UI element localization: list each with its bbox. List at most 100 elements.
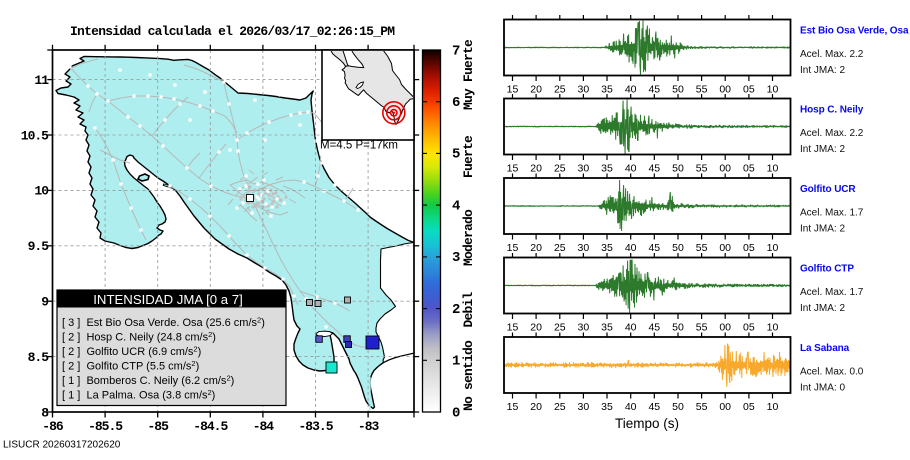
svg-text:1: 1 [452,354,460,370]
svg-text:05: 05 [743,401,755,413]
svg-text:05: 05 [743,84,755,96]
svg-text:Est Bio Osa Verde, Osa: Est Bio Osa Verde, Osa [800,26,909,37]
svg-text:00: 00 [719,84,731,96]
svg-text:Muy Fuerte: Muy Fuerte [461,39,476,110]
svg-text:45: 45 [648,163,660,175]
svg-text:25: 25 [554,401,566,413]
svg-text:50: 50 [672,401,684,413]
svg-text:Acel. Max. 2.2: Acel. Max. 2.2 [800,128,864,139]
svg-text:00: 00 [719,401,731,413]
svg-text:Acel. Max. 1.7: Acel. Max. 1.7 [800,287,864,298]
svg-text:M=4.5 P=17km: M=4.5 P=17km [320,140,398,152]
svg-text:[ 3 ] Est Bio Osa Verde. Osa: [ 3 ] Est Bio Osa Verde. Osa (25.6 cm/s2… [62,315,265,329]
svg-text:20: 20 [530,401,542,413]
svg-text:[ 2 ] Golfito UCR (6.9 cm/s2): [ 2 ] Golfito UCR (6.9 cm/s2) [62,344,201,358]
svg-text:7: 7 [452,43,460,59]
svg-text:55: 55 [696,84,708,96]
svg-text:55: 55 [696,322,708,334]
svg-text:35: 35 [601,401,613,413]
svg-text:55: 55 [696,401,708,413]
svg-text:20: 20 [530,84,542,96]
svg-text:05: 05 [743,163,755,175]
svg-text:10.5: 10.5 [21,128,49,143]
svg-text:6: 6 [452,95,460,111]
svg-text:Int JMA: 0: Int JMA: 0 [800,383,845,394]
svg-text:Int JMA: 2: Int JMA: 2 [800,144,845,155]
svg-text:10: 10 [767,242,779,254]
svg-text:55: 55 [696,242,708,254]
svg-text:05: 05 [743,242,755,254]
svg-text:4: 4 [452,198,460,214]
svg-text:20: 20 [530,242,542,254]
svg-text:9: 9 [41,295,49,310]
svg-text:00: 00 [719,163,731,175]
svg-text:-85.5: -85.5 [88,419,123,434]
svg-text:Int JMA: 2: Int JMA: 2 [800,224,845,235]
svg-text:40: 40 [625,242,637,254]
svg-text:35: 35 [601,242,613,254]
svg-text:25: 25 [554,163,566,175]
svg-text:20: 20 [530,322,542,334]
svg-text:0: 0 [452,405,460,421]
svg-text:25: 25 [554,322,566,334]
svg-text:-84.5: -84.5 [193,419,228,434]
svg-text:45: 45 [648,84,660,96]
svg-text:10: 10 [767,84,779,96]
svg-text:55: 55 [696,163,708,175]
svg-text:Acel. Max. 2.2: Acel. Max. 2.2 [800,49,864,60]
svg-text:50: 50 [672,242,684,254]
svg-text:35: 35 [601,163,613,175]
svg-text:15: 15 [507,242,519,254]
svg-text:Acel. Max. 0.0: Acel. Max. 0.0 [800,367,864,378]
svg-text:40: 40 [625,401,637,413]
svg-text:No sentido: No sentido [461,340,476,411]
svg-text:30: 30 [578,401,590,413]
svg-text:Debil: Debil [461,292,476,328]
svg-text:Intensidad calculada el 2026/0: Intensidad calculada el 2026/03/17_02:26… [70,24,395,39]
svg-text:8: 8 [41,405,49,420]
svg-text:10: 10 [767,322,779,334]
svg-text:9.5: 9.5 [28,239,50,254]
svg-text:-84: -84 [253,419,275,434]
svg-text:Hosp C. Neily: Hosp C. Neily [800,105,864,116]
svg-text:Golfito UCR: Golfito UCR [800,184,856,195]
svg-text:[ 2 ] Hosp C. Neily (24.8 cm/: [ 2 ] Hosp C. Neily (24.8 cm/s2) [62,330,216,344]
svg-text:Int JMA: 2: Int JMA: 2 [800,303,845,314]
svg-text:Moderado: Moderado [461,209,476,266]
svg-text:Fuerte: Fuerte [461,135,476,178]
svg-text:30: 30 [578,242,590,254]
svg-text:La Sabana: La Sabana [800,343,850,354]
svg-text:50: 50 [672,84,684,96]
svg-text:-86: -86 [42,419,64,434]
svg-text:Tiempo (s): Tiempo (s) [615,416,679,431]
svg-text:15: 15 [507,322,519,334]
svg-text:35: 35 [601,322,613,334]
svg-text:40: 40 [625,163,637,175]
svg-text:40: 40 [625,84,637,96]
svg-text:45: 45 [648,242,660,254]
svg-text:-83: -83 [358,419,380,434]
svg-text:-83.5: -83.5 [298,419,333,434]
svg-text:20: 20 [530,163,542,175]
svg-text:50: 50 [672,322,684,334]
svg-text:10: 10 [767,163,779,175]
svg-text:Int JMA: 2: Int JMA: 2 [800,65,845,76]
svg-text:00: 00 [719,242,731,254]
svg-text:25: 25 [554,84,566,96]
svg-text:-85: -85 [147,419,169,434]
svg-text:LISUCR 20260317202620: LISUCR 20260317202620 [3,440,121,451]
svg-text:2: 2 [452,302,460,318]
svg-text:15: 15 [507,84,519,96]
svg-text:15: 15 [507,401,519,413]
svg-text:11: 11 [34,73,49,88]
svg-text:Golfito CTP: Golfito CTP [800,264,854,275]
svg-text:45: 45 [648,401,660,413]
svg-text:30: 30 [578,163,590,175]
svg-text:45: 45 [648,322,660,334]
svg-text:00: 00 [719,322,731,334]
svg-text:30: 30 [578,322,590,334]
svg-text:5: 5 [452,147,460,163]
svg-text:INTENSIDAD JMA [0 a 7]: INTENSIDAD JMA [0 a 7] [93,292,243,307]
svg-text:05: 05 [743,322,755,334]
svg-text:40: 40 [625,322,637,334]
